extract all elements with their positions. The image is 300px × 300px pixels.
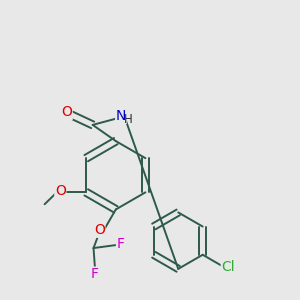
Text: F: F — [117, 238, 124, 251]
Text: F: F — [91, 267, 99, 281]
Text: N: N — [116, 110, 126, 124]
Text: O: O — [61, 106, 72, 119]
Text: O: O — [94, 223, 105, 237]
Text: Cl: Cl — [221, 260, 235, 274]
Text: H: H — [124, 113, 132, 126]
Text: O: O — [55, 184, 66, 198]
